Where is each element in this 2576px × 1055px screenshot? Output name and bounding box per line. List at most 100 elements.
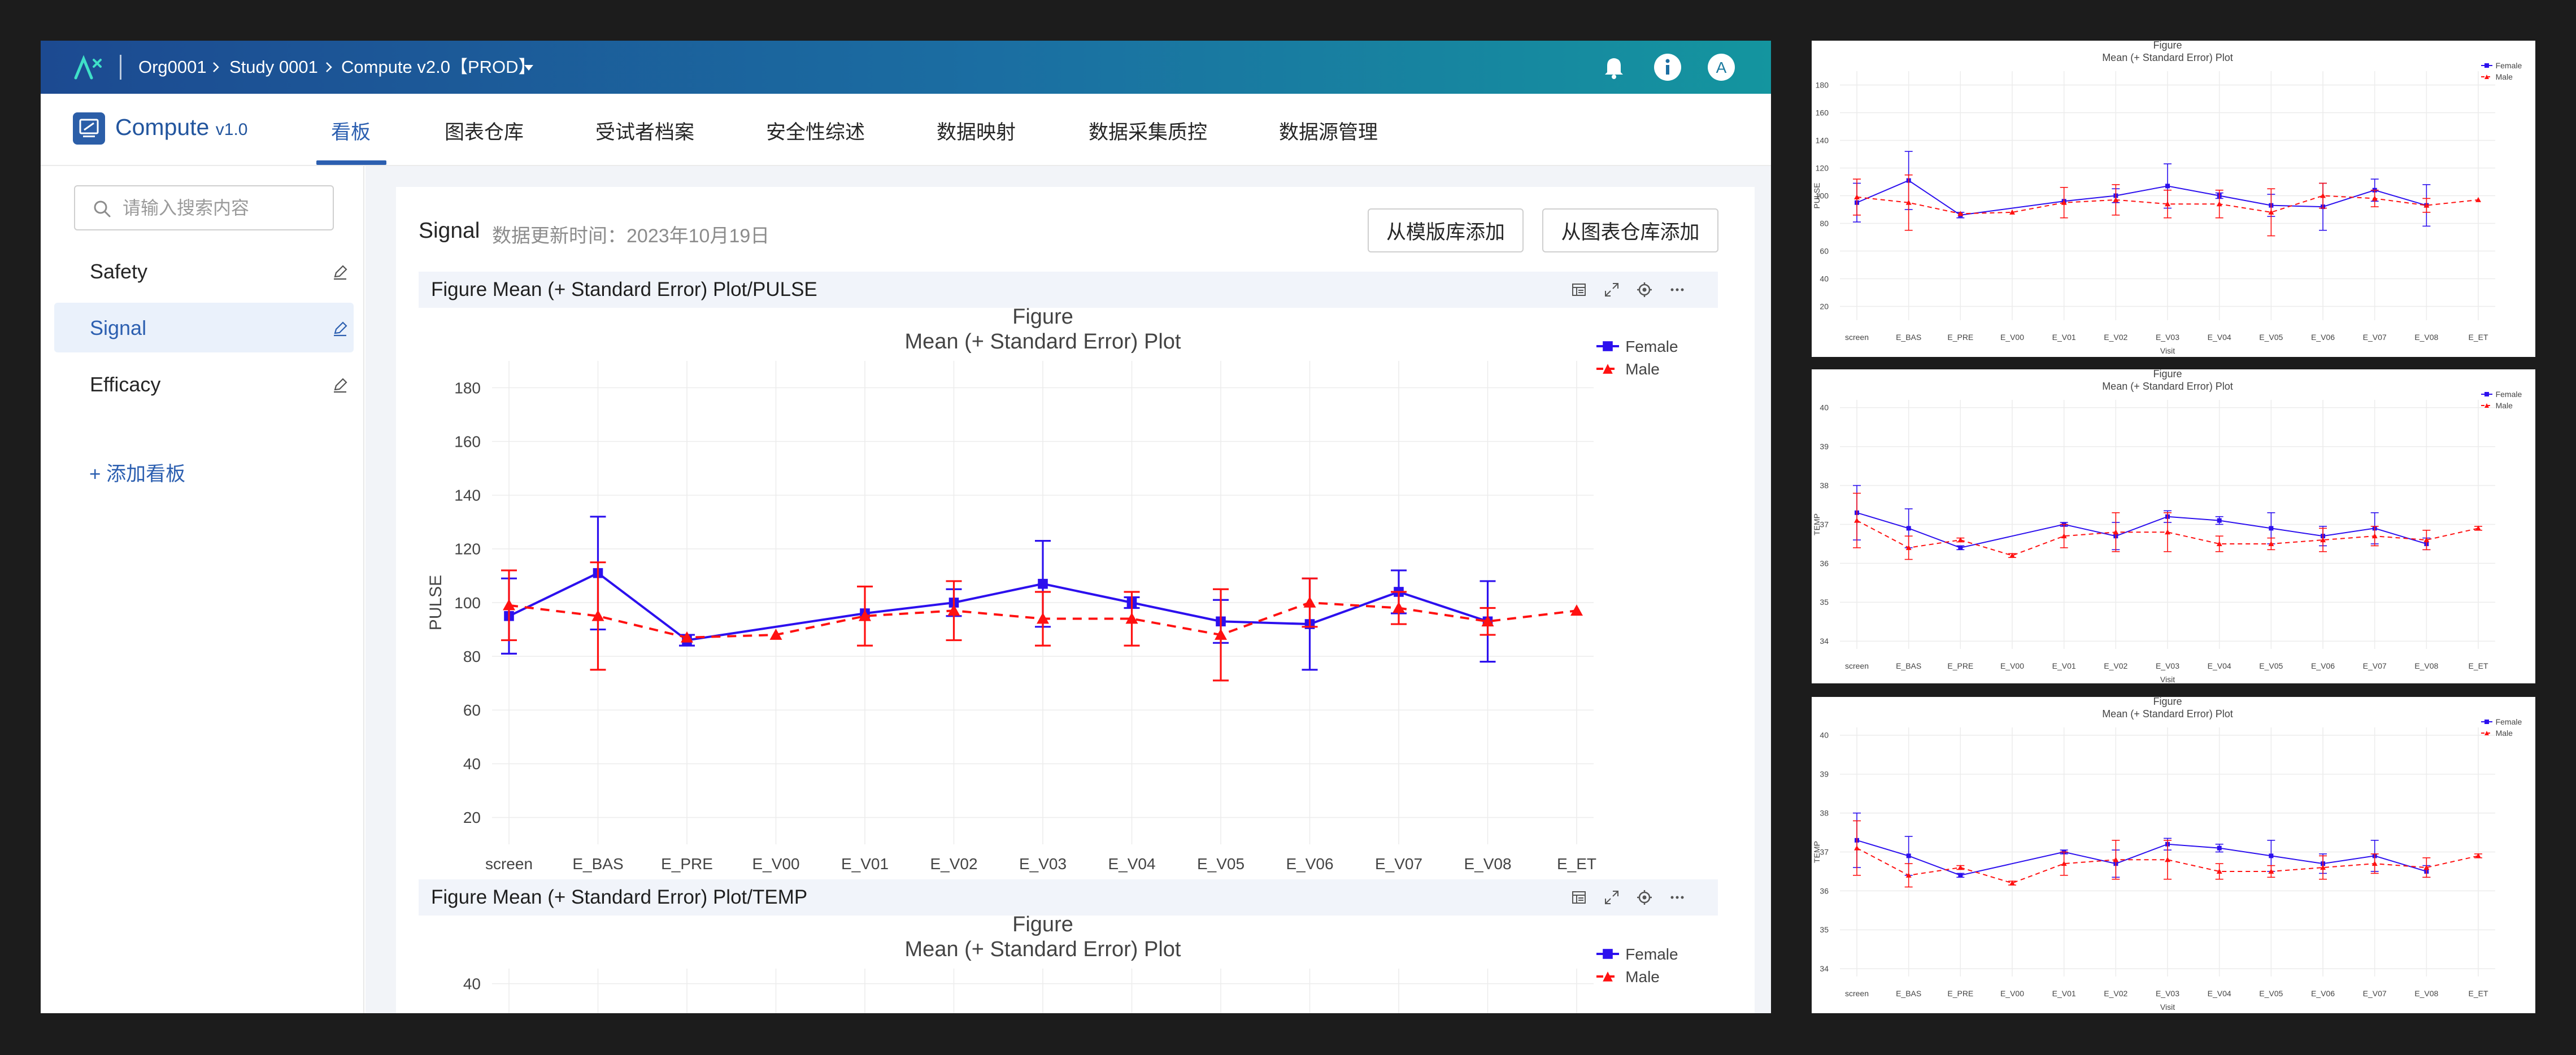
tab-chart-repository[interactable]: 图表仓库 <box>445 121 524 143</box>
x-tick-label: E_V05 <box>2259 989 2283 998</box>
y-axis-label: PULSE <box>1812 183 1821 209</box>
x-tick-label: E_V03 <box>1019 855 1067 873</box>
y-tick-label: 100 <box>454 594 481 612</box>
chevron-right-icon <box>326 62 332 72</box>
dashboard-card: Signal 数据更新时间：2023年10月19日 从模版库添加 从图表仓库添加… <box>396 187 1755 1013</box>
y-tick-label: 35 <box>1820 598 1829 607</box>
table-view-icon[interactable] <box>1569 280 1589 300</box>
y-tick-label: 120 <box>454 540 481 558</box>
breadcrumb-org[interactable]: Org0001 <box>138 57 207 77</box>
data-point-female <box>2269 526 2274 531</box>
x-tick-label: E_V07 <box>1375 855 1422 873</box>
figure-header-temp: Figure Mean (+ Standard Error) Plot/TEMP <box>419 879 1718 916</box>
y-tick-label: 40 <box>1820 403 1829 412</box>
breadcrumb-study[interactable]: Study 0001 <box>229 57 318 77</box>
y-tick-label: 20 <box>463 809 481 826</box>
active-tab-indicator <box>316 160 386 165</box>
search-input[interactable] <box>123 194 326 221</box>
fullscreen-icon[interactable] <box>1602 280 1622 300</box>
bell-icon[interactable] <box>1598 51 1630 84</box>
data-point-male <box>1303 596 1316 608</box>
legend-label: Male <box>1625 968 1660 986</box>
tab-data-collection-qc[interactable]: 数据采集质控 <box>1089 121 1208 143</box>
y-tick-label: 80 <box>463 648 481 665</box>
y-axis-label: TEMP <box>1812 841 1821 863</box>
data-point-male <box>2061 199 2067 205</box>
top-bar: Org0001 Study 0001 Compute v2.0【PROD】 A <box>41 41 1771 94</box>
more-icon[interactable] <box>1667 280 1687 300</box>
chart-title: Figure <box>1012 916 1073 936</box>
more-icon[interactable] <box>1667 887 1687 908</box>
data-point-male <box>859 609 871 621</box>
data-point-male <box>1854 845 1860 851</box>
data-point-male <box>2475 197 2481 202</box>
sidebar-item-signal[interactable]: Signal <box>54 303 354 352</box>
y-tick-label: 160 <box>1816 108 1829 117</box>
sidebar-item-efficacy[interactable]: Efficacy <box>54 359 354 409</box>
thumbnail-temp-chart[interactable]: Figure Mean (+ Standard Error) Plot screen… <box>1812 369 2535 683</box>
data-point-male <box>1393 601 1405 613</box>
table-view-icon[interactable] <box>1569 887 1589 908</box>
sidebar-item-label: Signal <box>90 316 147 339</box>
x-tick-label: E_V08 <box>1464 855 1511 873</box>
edit-icon[interactable] <box>331 263 349 281</box>
x-tick-label: E_V07 <box>2363 989 2387 998</box>
figure-header-pulse: Figure Mean (+ Standard Error) Plot/PULS… <box>419 272 1718 308</box>
chart-subtitle: Mean (+ Standard Error) Plot <box>2102 52 2233 63</box>
tab-data-mapping[interactable]: 数据映射 <box>937 121 1016 143</box>
y-tick-label: 180 <box>1816 80 1829 89</box>
data-point-female <box>2217 845 2222 851</box>
x-tick-label: E_ET <box>2468 989 2488 998</box>
y-tick-label: 80 <box>1820 219 1829 228</box>
figure-title: Figure Mean (+ Standard Error) Plot/PULS… <box>431 278 817 300</box>
data-point-male <box>2061 533 2067 539</box>
series-line-female <box>1856 180 2427 216</box>
thumbnail-pulse-chart[interactable]: Figure Mean (+ Standard Error) Plot screen… <box>1812 41 2535 357</box>
edit-icon[interactable] <box>331 320 349 338</box>
caret-down-icon[interactable] <box>521 59 537 75</box>
search-box[interactable] <box>74 185 334 230</box>
data-point-male <box>2165 529 2170 535</box>
sidebar: Safety Signal Efficacy + 添加看板 <box>41 166 364 1013</box>
data-point-male <box>1957 211 1964 216</box>
fullscreen-icon[interactable] <box>1602 887 1622 908</box>
data-point-male <box>1854 517 1860 523</box>
sidebar-item-safety[interactable]: Safety <box>54 246 354 296</box>
tab-dashboard[interactable]: 看板 <box>331 121 371 143</box>
legend-marker <box>1603 971 1613 982</box>
data-point-male <box>2320 537 2326 543</box>
data-point-male <box>2113 857 2119 862</box>
data-point-male <box>1125 612 1138 624</box>
add-from-template-button[interactable]: 从模版库添加 <box>1368 208 1524 252</box>
x-tick-label: E_V06 <box>2311 989 2335 998</box>
add-from-repository-button[interactable]: 从图表仓库添加 <box>1542 208 1718 252</box>
data-point-male <box>2165 857 2170 862</box>
add-board-link[interactable]: + 添加看板 <box>89 463 186 485</box>
info-icon[interactable] <box>1651 51 1684 84</box>
x-tick-label: E_BAS <box>1896 333 1921 342</box>
x-axis-label: Visit <box>2160 1002 2175 1012</box>
data-point-male <box>2320 193 2326 198</box>
y-tick-label: 39 <box>1820 770 1829 779</box>
brand-title: Compute v1.0 <box>115 114 248 141</box>
data-point-female <box>1958 873 1963 878</box>
breadcrumb-compute[interactable]: Compute v2.0【PROD】 <box>341 57 536 77</box>
edit-icon[interactable] <box>331 376 349 394</box>
tab-subject-profile[interactable]: 受试者档案 <box>595 121 695 143</box>
settings-icon[interactable] <box>1634 280 1655 300</box>
x-tick-label: E_V08 <box>2414 333 2438 342</box>
tab-data-source-management[interactable]: 数据源管理 <box>1279 121 1378 143</box>
data-point-male <box>2113 197 2119 202</box>
settings-icon[interactable] <box>1634 887 1655 908</box>
legend-label: Female <box>2496 390 2522 399</box>
thumbnail-temp-chart-copy[interactable]: Figure Mean (+ Standard Error) Plot screen… <box>1812 697 2535 1013</box>
y-tick-label: 120 <box>1816 163 1829 172</box>
app-logo-icon[interactable] <box>72 53 106 81</box>
x-tick-label: E_V02 <box>2104 333 2127 342</box>
data-point-male <box>1215 629 1227 640</box>
avatar[interactable]: A <box>1705 51 1738 84</box>
data-point-male <box>591 609 604 621</box>
tab-safety-overview[interactable]: 安全性综述 <box>766 121 865 143</box>
x-tick-label: E_V06 <box>2311 333 2335 342</box>
x-tick-label: E_V01 <box>841 855 889 873</box>
